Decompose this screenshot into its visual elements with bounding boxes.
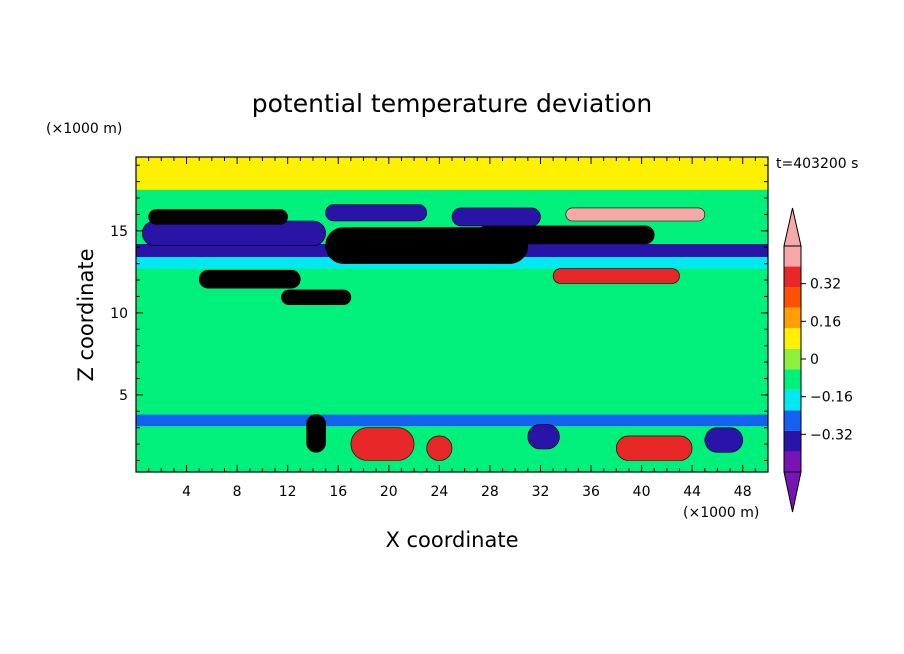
colorbar-band-6 (784, 328, 801, 349)
x-tick-label-7: 32 (532, 484, 550, 500)
contour-warm-pillar-14 (306, 414, 326, 453)
contour-warm-blob-10 (281, 289, 352, 305)
plot-area (136, 157, 768, 472)
contour-features (136, 157, 768, 461)
x-axis-label: X coordinate (385, 528, 518, 552)
colorbar-band-10 (784, 246, 801, 267)
y-tick-label-2: 15 (110, 224, 128, 240)
contour-cold-blob-2-47 (704, 427, 743, 453)
x-tick-label-8: 36 (582, 484, 600, 500)
x-tick-label-0: 4 (182, 484, 191, 500)
colorbar-over-triangle (783, 207, 802, 247)
y-axis-label: Z coordinate (74, 248, 98, 381)
x-tick-label-3: 16 (329, 484, 347, 500)
contour-cold-blob-16-east (451, 207, 541, 227)
x-tick-label-2: 12 (279, 484, 297, 500)
contour-warm-blob-15-east (476, 225, 655, 245)
y-tick-label-1: 10 (110, 306, 128, 322)
chart-title: potential temperature deviation (252, 89, 652, 118)
x-tick-label-4: 20 (380, 484, 398, 500)
contour-warm-blob-16 (148, 209, 288, 225)
colorbar-band-7 (784, 307, 801, 329)
colorbar: 0.32 0.16 0 −0.16 −0.32 (783, 207, 853, 513)
colorbar-band-2 (784, 410, 801, 431)
x-axis: 4 8 12 16 20 24 28 32 36 40 44 48 (148, 157, 756, 500)
colorbar-label-1: 0.16 (810, 314, 841, 330)
colorbar-label-3: −0.16 (810, 390, 853, 406)
contour-cold-blob-16-mid (325, 204, 428, 222)
x-tick-label-5: 24 (430, 484, 448, 500)
colorbar-band-9 (784, 266, 801, 288)
contour-warm-blob-16-east (565, 207, 706, 222)
y-axis: 5 10 15 (110, 164, 768, 462)
colorbar-band-3 (784, 389, 801, 411)
contour-warm-blob-2-41 (615, 435, 693, 461)
x-unit-label: (×1000 m) (683, 505, 759, 521)
colorbar-band-5 (784, 348, 801, 370)
contour-warm-blob-12-east (552, 268, 680, 284)
x-tick-label-6: 28 (481, 484, 499, 500)
contour-cold-blob-2-32 (527, 424, 560, 450)
contour-warm-blob-2-24 (426, 435, 453, 461)
contour-cold-blob-8-15 (142, 220, 326, 246)
time-label: t=403200 s (776, 156, 858, 172)
contour-band-light-green-top (136, 157, 768, 190)
y-unit-label: (×1000 m) (46, 121, 122, 137)
x-tick-label-1: 8 (233, 484, 242, 500)
contour-warm-blob-2-20 (350, 427, 415, 461)
colorbar-band-1 (784, 430, 801, 452)
colorbar-label-2: 0 (810, 352, 819, 368)
x-tick-label-11: 48 (734, 484, 752, 500)
colorbar-label-0: 0.32 (810, 277, 841, 293)
colorbar-under-triangle (783, 471, 802, 513)
y-tick-label-0: 5 (119, 388, 128, 404)
contour-cold-band-3.5 (136, 414, 768, 427)
colorbar-band-4 (784, 369, 801, 390)
x-tick-label-9: 40 (633, 484, 651, 500)
x-tick-label-10: 44 (683, 484, 701, 500)
colorbar-band-0 (784, 451, 801, 472)
colorbar-band-8 (784, 287, 801, 308)
contour-warm-blob-12 (198, 269, 301, 289)
colorbar-label-4: −0.32 (810, 427, 853, 443)
